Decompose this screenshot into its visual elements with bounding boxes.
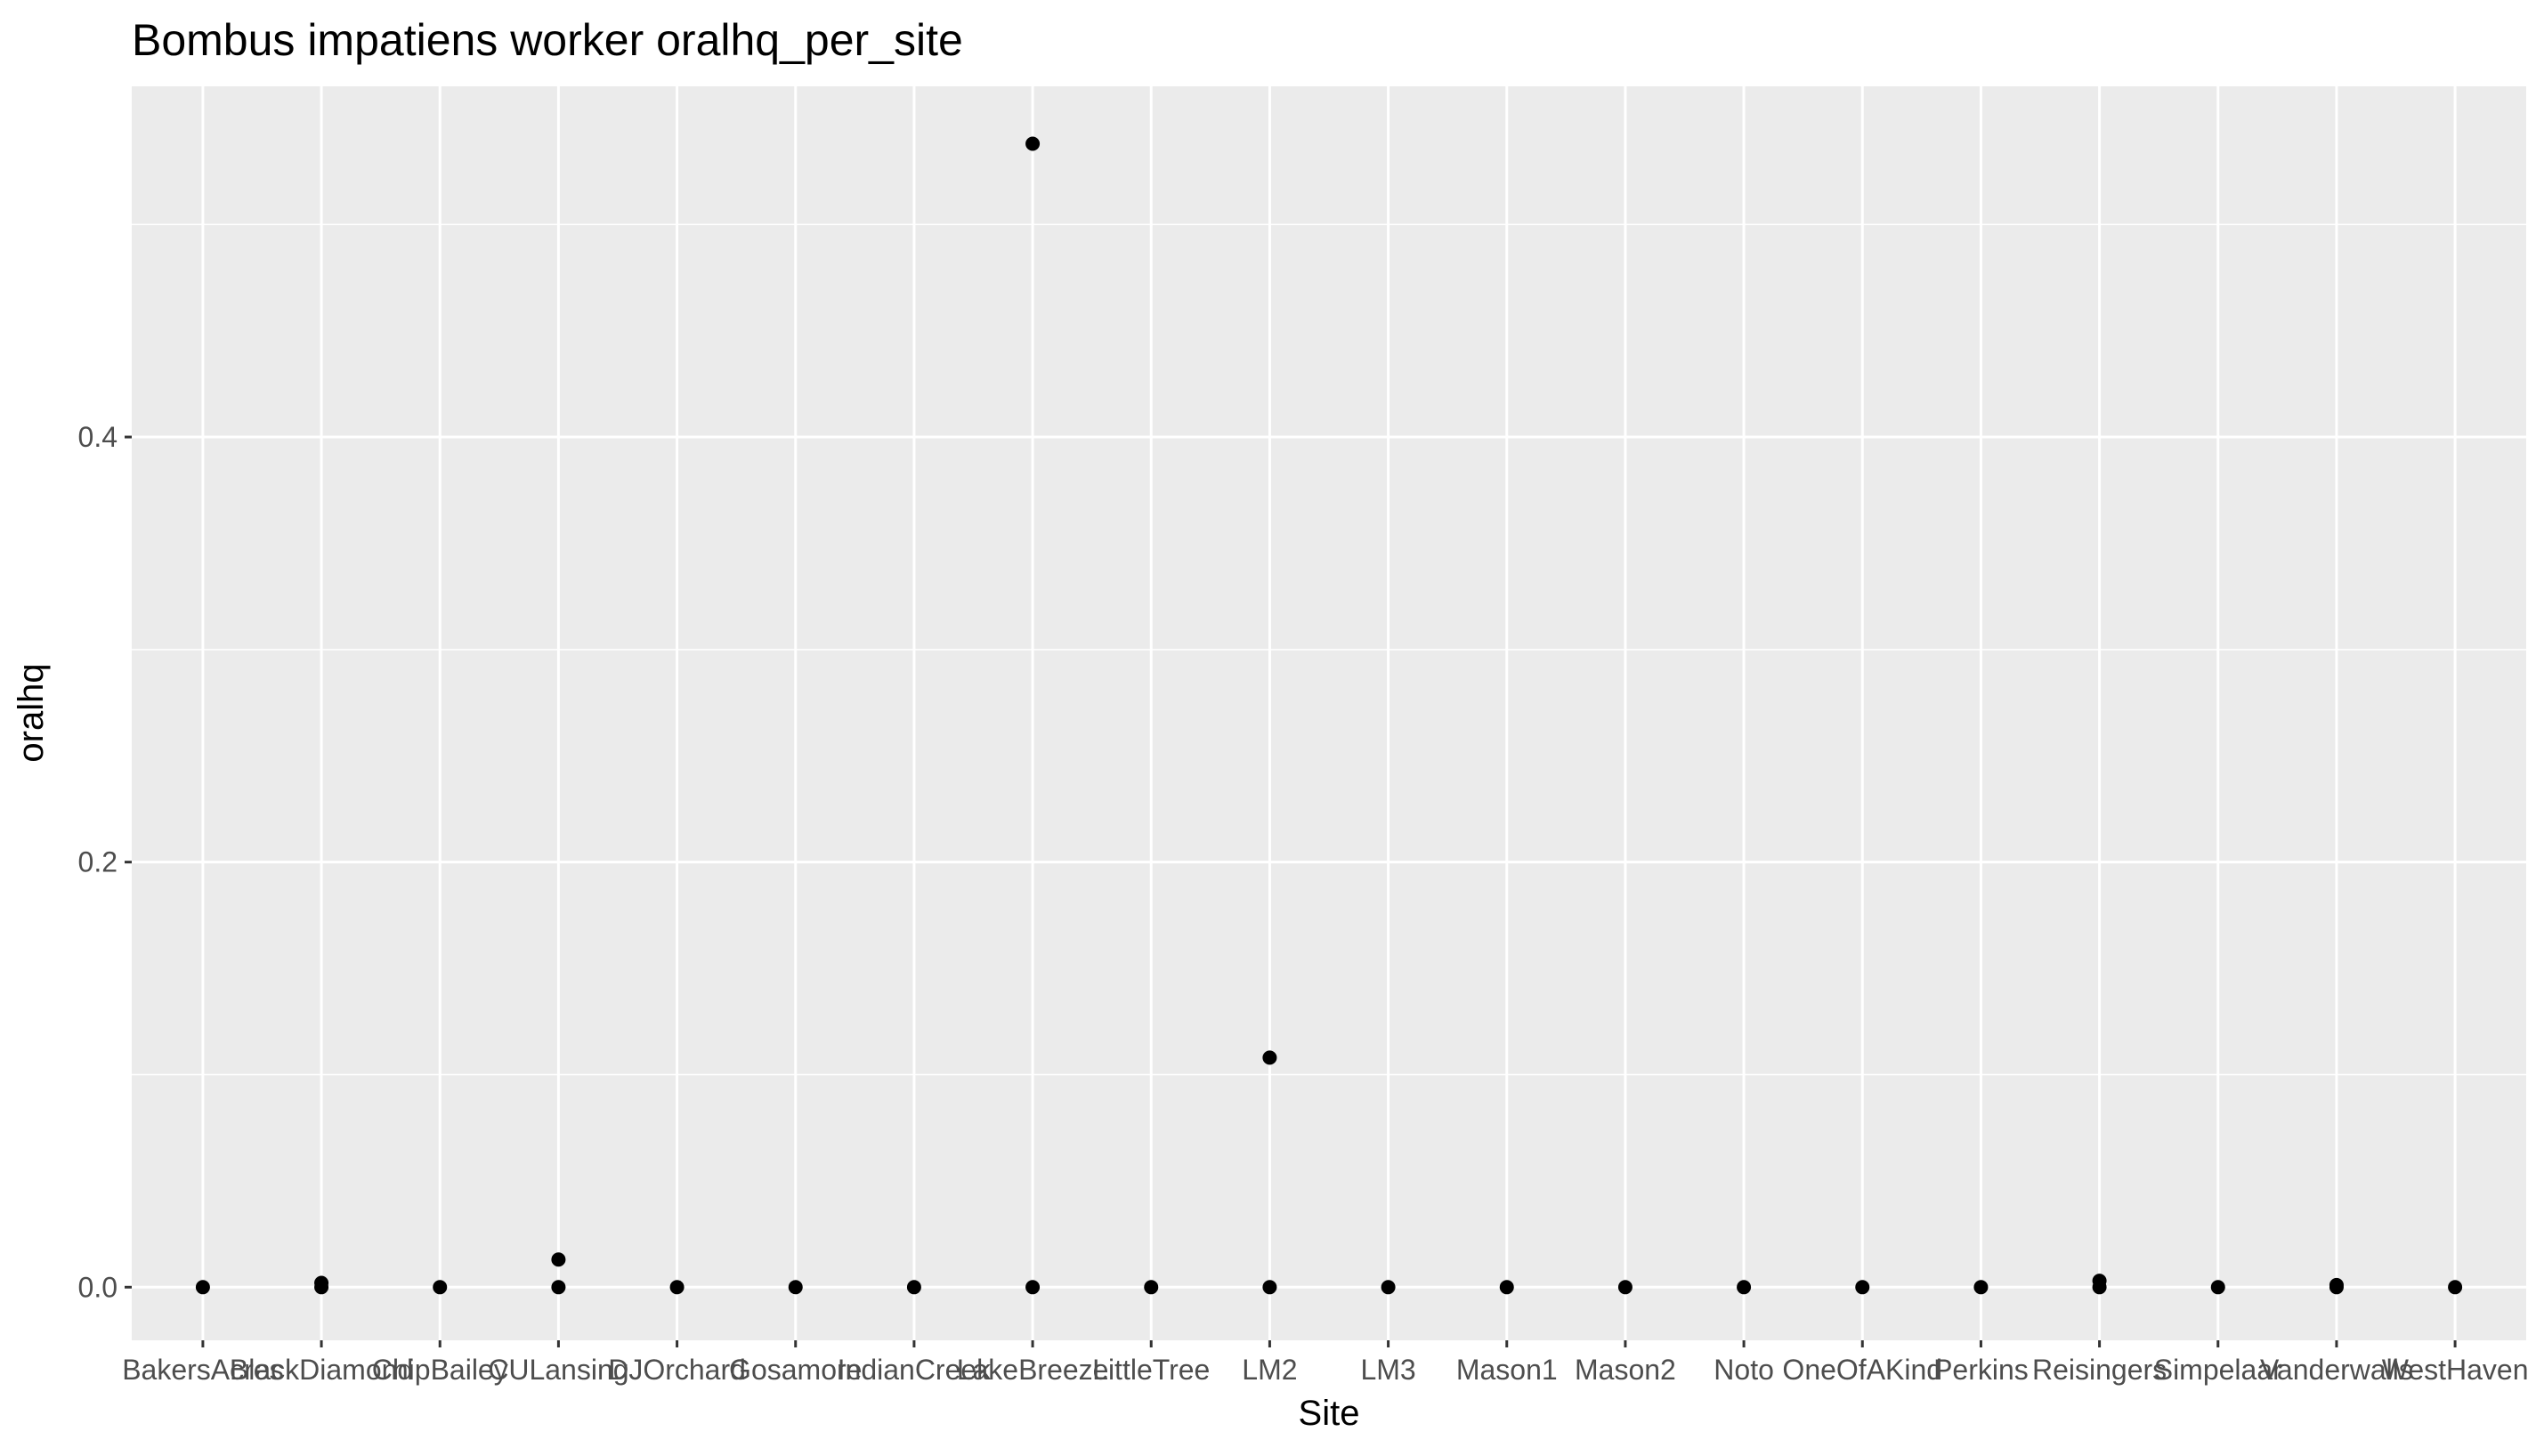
data-point [1262, 1280, 1277, 1295]
x-tick-label: OneOfAKind [1782, 1354, 1942, 1386]
x-tick-label: IndianCreek [838, 1354, 993, 1386]
data-points [195, 136, 2463, 1295]
data-point [1855, 1280, 1870, 1295]
data-point [551, 1280, 566, 1295]
x-tick-label: Simpelaar [2154, 1354, 2282, 1386]
data-point [1025, 136, 1041, 151]
data-point [669, 1280, 685, 1295]
gridlines [132, 86, 2526, 1340]
x-tick-label: WestHaven [2382, 1354, 2529, 1386]
data-point [2092, 1274, 2107, 1289]
data-point [906, 1280, 921, 1295]
data-point [1737, 1280, 1752, 1295]
x-tick-label: DJOrchard [608, 1354, 746, 1386]
x-tick-label: Perkins [1933, 1354, 2029, 1386]
data-point [551, 1252, 566, 1267]
data-point [314, 1275, 329, 1290]
data-point [1617, 1280, 1633, 1295]
x-tick-label: BakersAcres [122, 1354, 283, 1386]
x-tick-label: Mason2 [1575, 1354, 1676, 1386]
x-tick-label: Noto [1714, 1354, 1774, 1386]
data-point [1381, 1280, 1396, 1295]
x-tick-label: Gosamore [729, 1354, 862, 1386]
data-point [1499, 1280, 1514, 1295]
x-tick-label: Reisingers [2032, 1354, 2167, 1386]
data-point [2210, 1280, 2225, 1295]
x-axis-title: Site [1299, 1394, 1360, 1433]
data-point [1973, 1280, 1989, 1295]
x-tick-label: LM3 [1360, 1354, 1415, 1386]
y-tick-label: 0.4 [78, 421, 117, 453]
data-point [788, 1280, 803, 1295]
x-tick-label: LittleTree [1092, 1354, 1210, 1386]
y-tick-label: 0.0 [78, 1271, 117, 1303]
x-tick-label: Vanderwalls [2260, 1354, 2413, 1386]
x-tick-label: LM2 [1242, 1354, 1297, 1386]
axes: 0.0 0.2 0.4 BakersAcresBlackDiamondChipBail… [78, 421, 2529, 1386]
y-axis-title: oralhq [12, 663, 51, 762]
x-tick-label: ChipBailey [372, 1354, 508, 1386]
data-point [1262, 1050, 1277, 1065]
data-point [1144, 1280, 1159, 1295]
x-tick-label: BlackDiamond [230, 1354, 413, 1386]
data-point [2329, 1277, 2344, 1292]
y-tick-label: 0.2 [78, 846, 117, 878]
data-point [2448, 1280, 2463, 1295]
chart-title: Bombus impatiens worker oralhq_per_site [132, 15, 963, 65]
x-tick-label: LakeBreeze [957, 1354, 1109, 1386]
data-point [1025, 1280, 1041, 1295]
x-tick-label: Mason1 [1456, 1354, 1558, 1386]
plot-panel [132, 86, 2526, 1340]
data-point [195, 1280, 210, 1295]
x-tick-label: CULansing [488, 1354, 628, 1386]
data-point [433, 1280, 448, 1295]
